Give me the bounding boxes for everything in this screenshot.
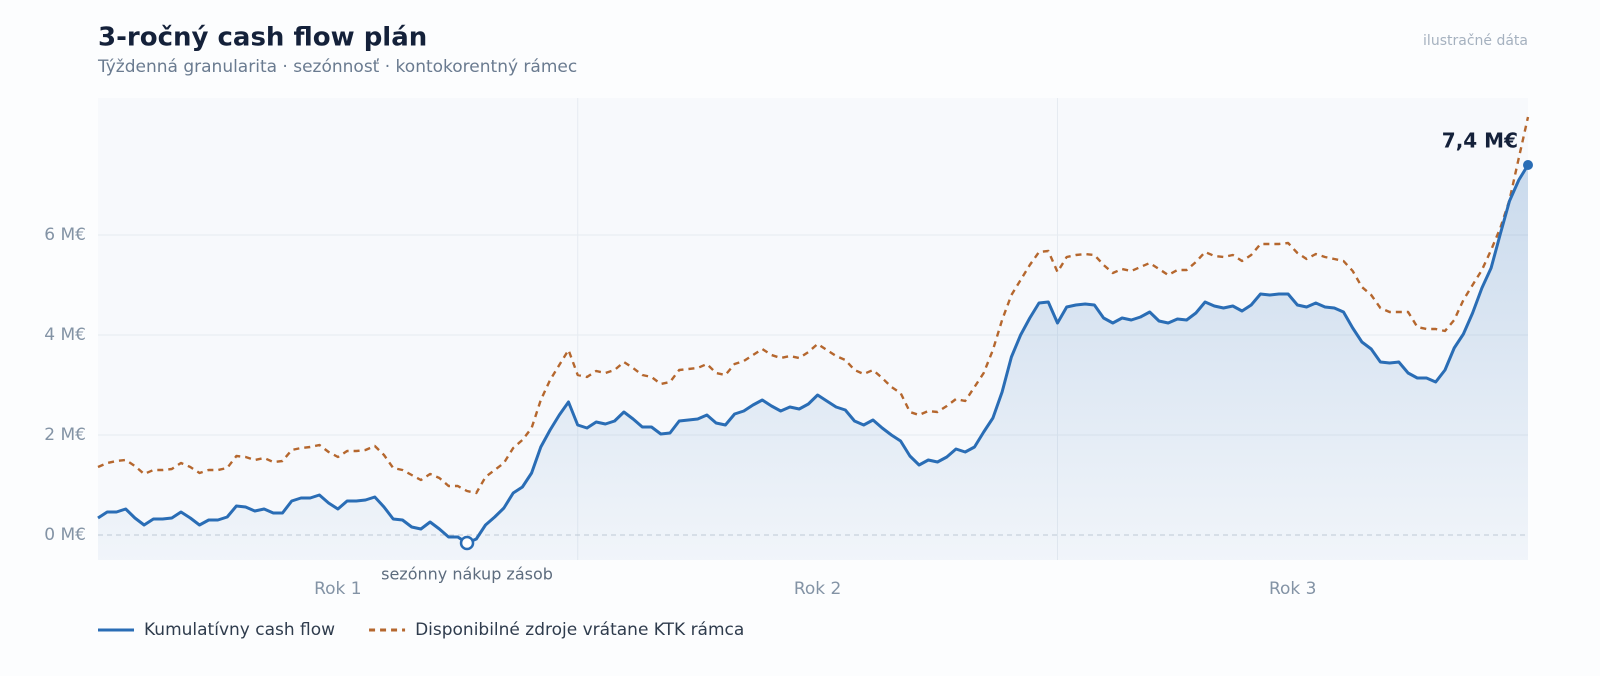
labels: Rok 1 Rok 2 Rok 3 0 M€ 2 M€ 4 M€ 6 M€ sezónny n… [44, 129, 1518, 641]
chart-subtitle: Týždenná granularita · sezónnosť · konto… [97, 57, 577, 77]
end-marker [1523, 160, 1533, 170]
x-tick-label: Rok 1 [314, 579, 362, 599]
y-tick-label: 2 M€ [44, 425, 86, 445]
y-tick-label: 6 M€ [44, 225, 86, 245]
note: ilustračné dáta [1423, 33, 1528, 49]
legend-label: Kumulatívny cash flow [144, 620, 335, 640]
chart-title: 3-ročný cash flow plán [98, 23, 427, 53]
y-tick-label: 4 M€ [44, 325, 86, 345]
series-line [97, 164, 1530, 545]
annotation: sezónny nákup zásob [381, 565, 553, 584]
min-marker [459, 535, 475, 551]
y-tick-label: 0 M€ [44, 525, 86, 545]
area-fill [98, 165, 1528, 560]
x-tick-label: Rok 3 [1269, 579, 1317, 599]
legend-label: Disponibilné zdroje vrátane KTK rámca [415, 620, 744, 640]
series-line [97, 116, 1530, 495]
marks [97, 116, 1533, 560]
x-tick-label: Rok 2 [794, 579, 842, 599]
end-label: 7,4 M€ [1442, 129, 1518, 153]
